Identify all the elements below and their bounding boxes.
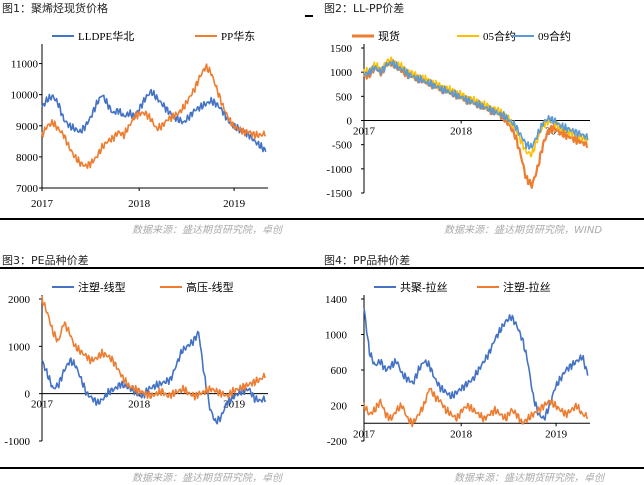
legend-label: PP华东: [221, 29, 255, 43]
y-tick-label: 11000: [11, 59, 39, 71]
x-tick-label: 2018: [450, 126, 473, 138]
y-tick-label: 0: [25, 389, 31, 401]
y-tick-label: 1500: [330, 43, 353, 55]
title-rule: [305, 15, 313, 17]
legend-label: 注塑-线型: [78, 280, 126, 294]
chart-panel-1: 图1：聚烯烃现货价格 7000 8000 9000 10000 11000 2017 201…: [0, 0, 322, 242]
y-tick-label: 0: [347, 116, 353, 128]
chart-panel-4: 图4：PP品种价差 -200 200 600 1000 1400 2017 2018 2019…: [322, 243, 644, 485]
y-tick-label: -1000: [326, 164, 352, 176]
legend-label: LLDPE华北: [78, 29, 134, 43]
series-line-1: [41, 63, 267, 169]
y-tick-label: 1000: [325, 330, 348, 342]
bottom-rule: [322, 467, 644, 469]
source-note: 数据来源：盛达期货研究院，卓创: [132, 473, 282, 484]
bottom-rule: [322, 218, 644, 220]
x-tick-label: 2019: [223, 198, 246, 210]
y-tick-label: 8000: [16, 152, 39, 164]
y-tick-label: 10000: [11, 90, 39, 102]
title-rule: [0, 267, 322, 269]
y-tick-label: 1400: [325, 294, 348, 306]
y-tick-label: -1500: [326, 188, 352, 200]
x-tick-label: 2017: [31, 198, 54, 210]
x-tick-label: 2018: [128, 399, 151, 411]
y-tick-label: 200: [331, 401, 348, 413]
legend-label: 现货: [378, 29, 400, 43]
y-tick-label: 7000: [16, 183, 39, 195]
bottom-rule: [0, 467, 322, 469]
series-line-1: [41, 295, 266, 401]
y-tick-label: 500: [336, 91, 353, 103]
panel-title: 图3：PE品种价差: [2, 254, 89, 267]
y-tick-label: 1000: [8, 341, 31, 353]
price-line-chart: 7000 8000 9000 10000 11000 2017 2018 2019 LLDPE华…: [11, 29, 268, 210]
y-tick-label: -1000: [4, 436, 30, 448]
panel-title: 图4：PP品种价差: [324, 254, 411, 267]
legend-label: 09合约: [538, 29, 571, 43]
x-tick-label: 2019: [545, 428, 568, 440]
legend-label: 注塑-拉丝: [503, 280, 551, 294]
panel-title: 图1：聚烯烃现货价格: [2, 2, 108, 15]
bottom-rule: [0, 218, 322, 220]
y-tick-label: 600: [331, 365, 348, 377]
y-tick-label: 1000: [330, 67, 353, 79]
legend-label: 高压-线型: [186, 280, 234, 294]
x-tick-label: 2017: [353, 126, 376, 138]
series-line-0: [41, 330, 267, 425]
legend-label: 05合约: [483, 29, 516, 43]
y-tick-label: 2000: [8, 294, 31, 306]
series-line-1: [363, 387, 589, 428]
series-line-0: [41, 88, 267, 153]
series-line-2: [363, 60, 589, 150]
source-note: 数据来源：盛达期货研究院，WIND: [444, 225, 603, 236]
panel-title: 图2：LL-PP价差: [324, 2, 405, 15]
source-note: 数据来源：盛达期货研究院，卓创: [132, 225, 282, 236]
source-note: 数据来源：盛达期货研究院，卓创: [454, 473, 604, 484]
legend-label: 共聚-拉丝: [400, 280, 448, 294]
x-tick-label: 2018: [128, 198, 151, 210]
y-tick-label: 9000: [16, 121, 39, 133]
y-tick-label: -200: [327, 436, 348, 448]
x-tick-label: 2017: [353, 428, 376, 440]
pp-spread-line-chart: -200 200 600 1000 1400 2017 2018 2019 共聚-拉丝 注塑-拉丝: [325, 280, 590, 448]
chart-panel-2: 图2：LL-PP价差 -1500 -1000 -500 0 500 1000 1500 201…: [322, 0, 644, 242]
x-tick-label: 2017: [31, 399, 54, 411]
y-tick-label: -500: [332, 140, 353, 152]
title-rule: [322, 267, 644, 269]
x-tick-label: 2018: [450, 428, 473, 440]
chart-panel-3: 图3：PE品种价差 -1000 0 1000 2000 2017 2018 2019 注塑-线…: [0, 243, 322, 485]
